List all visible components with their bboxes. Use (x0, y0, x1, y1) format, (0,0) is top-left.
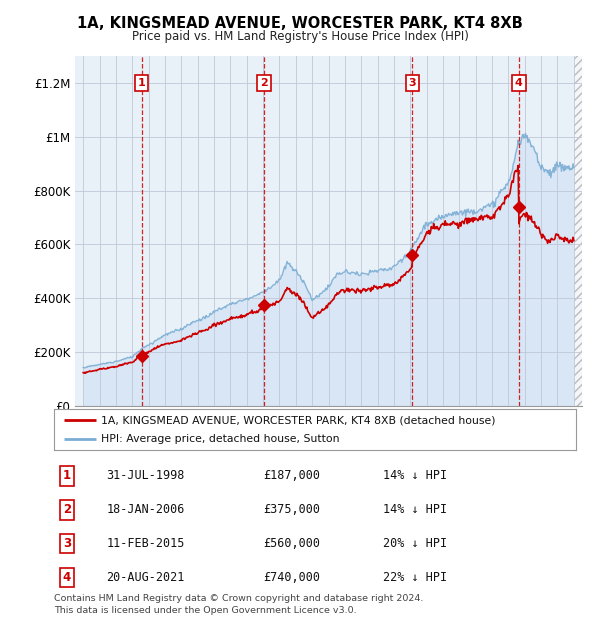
Text: 14% ↓ HPI: 14% ↓ HPI (383, 503, 447, 516)
Text: £560,000: £560,000 (263, 537, 320, 550)
Bar (574, 56, 582, 406)
Text: 1A, KINGSMEAD AVENUE, WORCESTER PARK, KT4 8XB (detached house): 1A, KINGSMEAD AVENUE, WORCESTER PARK, KT… (101, 415, 496, 425)
Text: 2: 2 (63, 503, 71, 516)
Text: 1: 1 (138, 78, 146, 88)
Text: HPI: Average price, detached house, Sutton: HPI: Average price, detached house, Sutt… (101, 435, 340, 445)
Text: Price paid vs. HM Land Registry's House Price Index (HPI): Price paid vs. HM Land Registry's House … (131, 30, 469, 43)
Text: 14% ↓ HPI: 14% ↓ HPI (383, 469, 447, 482)
Text: £740,000: £740,000 (263, 571, 320, 584)
Text: 4: 4 (515, 78, 523, 88)
Bar (574, 56, 582, 406)
Text: 20-AUG-2021: 20-AUG-2021 (106, 571, 185, 584)
Text: 18-JAN-2006: 18-JAN-2006 (106, 503, 185, 516)
Text: 4: 4 (63, 571, 71, 584)
Text: £187,000: £187,000 (263, 469, 320, 482)
Text: 31-JUL-1998: 31-JUL-1998 (106, 469, 185, 482)
Text: 1: 1 (63, 469, 71, 482)
Text: 22% ↓ HPI: 22% ↓ HPI (383, 571, 447, 584)
Text: £375,000: £375,000 (263, 503, 320, 516)
Text: 11-FEB-2015: 11-FEB-2015 (106, 537, 185, 550)
Text: 1A, KINGSMEAD AVENUE, WORCESTER PARK, KT4 8XB: 1A, KINGSMEAD AVENUE, WORCESTER PARK, KT… (77, 16, 523, 30)
Text: Contains HM Land Registry data © Crown copyright and database right 2024.
This d: Contains HM Land Registry data © Crown c… (54, 594, 424, 615)
Text: 3: 3 (63, 537, 71, 550)
Text: 20% ↓ HPI: 20% ↓ HPI (383, 537, 447, 550)
Text: 2: 2 (260, 78, 268, 88)
Text: 3: 3 (409, 78, 416, 88)
